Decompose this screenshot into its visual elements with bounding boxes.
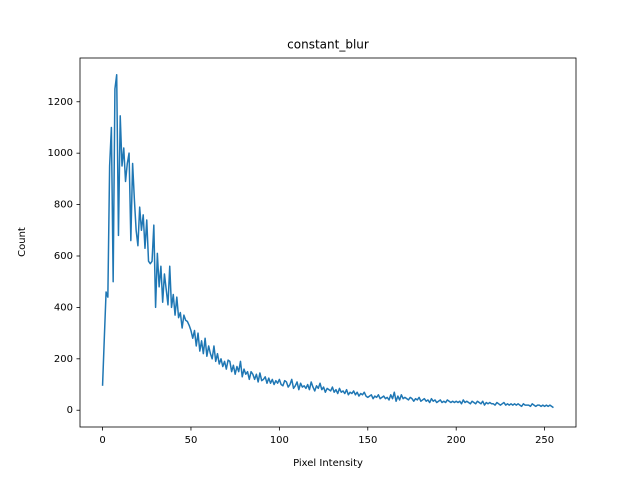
y-tick-label: 200: [54, 354, 73, 365]
x-axis-label: Pixel Intensity: [293, 458, 363, 469]
x-tick-label: 150: [358, 435, 377, 446]
chart-title: constant_blur: [287, 38, 369, 52]
y-tick-label: 1200: [48, 97, 73, 108]
y-tick-label: 400: [54, 302, 73, 313]
x-tick-label: 0: [99, 435, 105, 446]
x-tick-label: 250: [535, 435, 554, 446]
plot-frame: [79, 57, 577, 428]
y-tick-label: 1000: [48, 148, 73, 159]
x-tick-label: 200: [447, 435, 466, 446]
data-line: [101, 74, 554, 409]
y-tick-label: 600: [54, 251, 73, 262]
x-tick-label: 50: [185, 435, 198, 446]
y-tick-label: 0: [67, 405, 73, 416]
y-axis-label: Count: [17, 227, 28, 257]
x-tick-label: 100: [270, 435, 289, 446]
y-tick-label: 800: [54, 200, 73, 211]
